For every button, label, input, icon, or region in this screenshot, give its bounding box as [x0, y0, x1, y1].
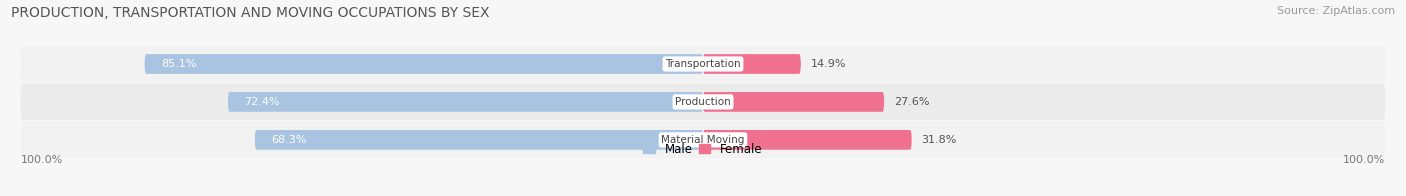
FancyBboxPatch shape: [703, 130, 911, 150]
FancyBboxPatch shape: [21, 46, 1385, 82]
Text: 85.1%: 85.1%: [162, 59, 197, 69]
Text: Transportation: Transportation: [665, 59, 741, 69]
Text: 14.9%: 14.9%: [811, 59, 846, 69]
FancyBboxPatch shape: [21, 84, 1385, 120]
FancyBboxPatch shape: [228, 92, 703, 112]
Text: Material Moving: Material Moving: [661, 135, 745, 145]
Text: 100.0%: 100.0%: [21, 155, 63, 165]
Text: Source: ZipAtlas.com: Source: ZipAtlas.com: [1277, 6, 1395, 16]
FancyBboxPatch shape: [703, 54, 801, 74]
Text: PRODUCTION, TRANSPORTATION AND MOVING OCCUPATIONS BY SEX: PRODUCTION, TRANSPORTATION AND MOVING OC…: [11, 6, 489, 20]
FancyBboxPatch shape: [703, 92, 884, 112]
Text: 27.6%: 27.6%: [894, 97, 929, 107]
Text: 68.3%: 68.3%: [271, 135, 307, 145]
FancyBboxPatch shape: [21, 122, 1385, 158]
Legend: Male, Female: Male, Female: [638, 138, 768, 161]
FancyBboxPatch shape: [145, 54, 703, 74]
Text: 31.8%: 31.8%: [921, 135, 957, 145]
Text: Production: Production: [675, 97, 731, 107]
FancyBboxPatch shape: [254, 130, 703, 150]
Text: 100.0%: 100.0%: [1343, 155, 1385, 165]
Text: 72.4%: 72.4%: [245, 97, 280, 107]
